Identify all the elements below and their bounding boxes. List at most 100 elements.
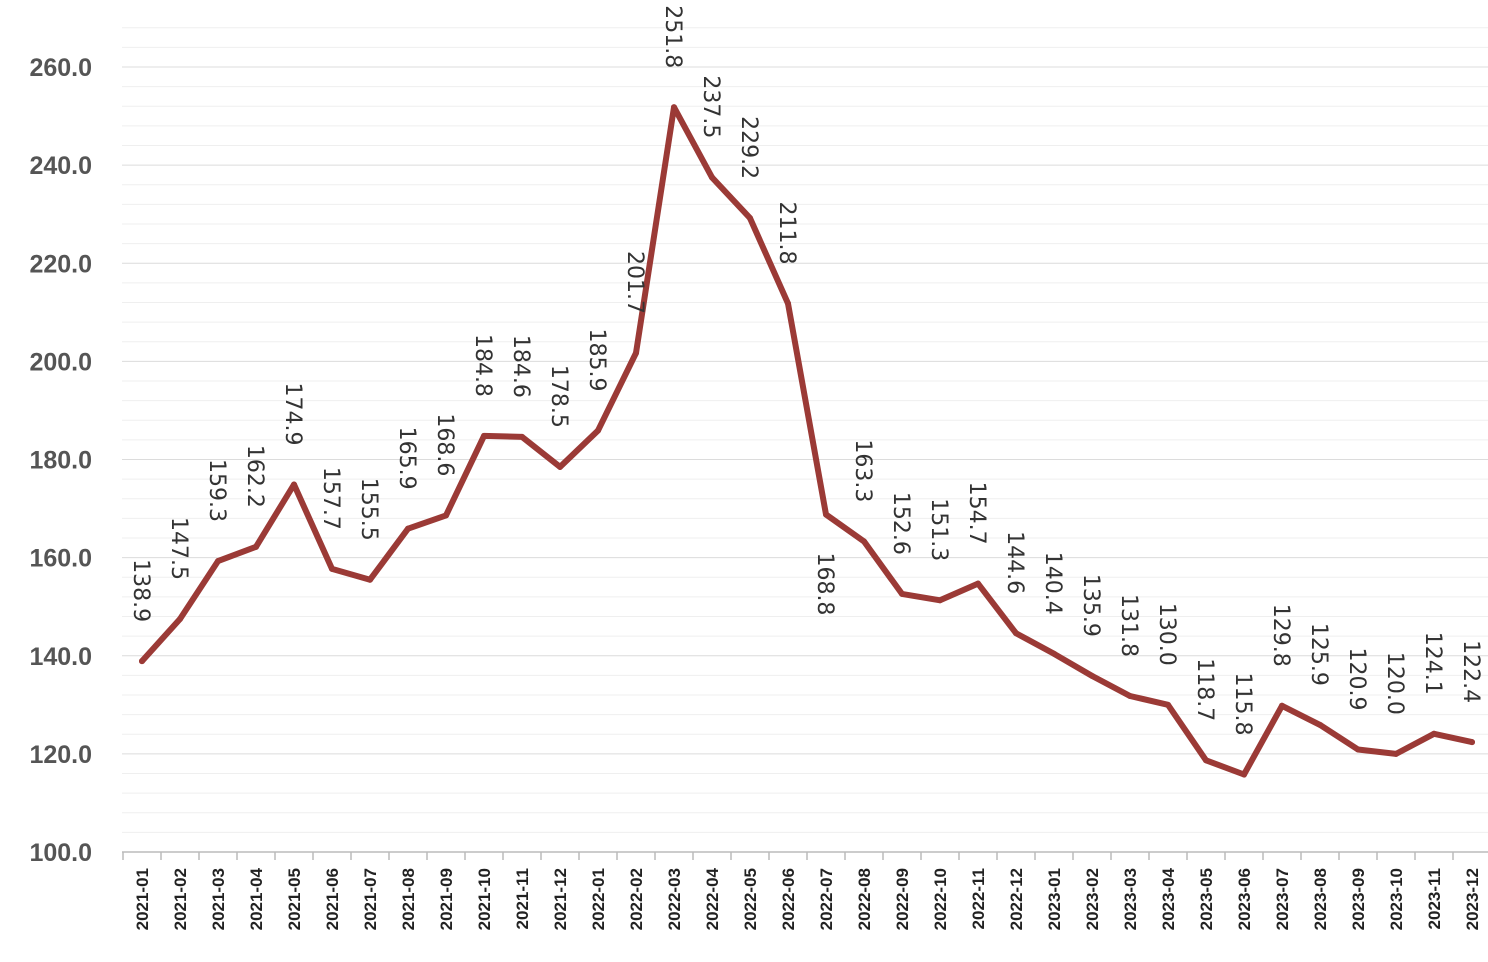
x-tick-label: 2023-10: [1387, 868, 1406, 930]
y-tick-label: 140.0: [29, 643, 92, 671]
x-tick-label: 2023-05: [1197, 868, 1216, 930]
x-tick-label: 2021-11: [513, 868, 532, 929]
data-label: 165.9: [394, 427, 419, 490]
x-tick-label: 2023-03: [1121, 868, 1140, 930]
data-label: 229.2: [736, 116, 761, 179]
data-label: 184.6: [508, 335, 533, 398]
x-tick-label: 2022-11: [969, 868, 988, 929]
data-point: [861, 538, 867, 545]
y-tick-label: 220.0: [29, 250, 92, 278]
series-line-group: [139, 104, 1475, 778]
data-label: 155.5: [356, 478, 381, 541]
data-point: [291, 481, 297, 488]
x-tick-label: 2023-11: [1425, 868, 1444, 929]
x-tick-label: 2022-04: [703, 867, 722, 930]
x-tick-label: 2023-06: [1235, 868, 1254, 930]
data-point: [1127, 692, 1133, 699]
data-label: 144.6: [1002, 531, 1027, 594]
x-tick-label: 2021-12: [551, 868, 570, 930]
series-line: [139, 104, 1475, 778]
gridlines: [122, 27, 1488, 853]
x-tick-label: 2023-12: [1463, 868, 1482, 930]
data-label: 152.6: [888, 492, 913, 555]
data-labels: 138.9 147.5 159.3 162.2 174.9 157.7 155.5 165.9…: [128, 5, 1483, 735]
data-point: [557, 463, 563, 470]
data-point: [405, 525, 411, 532]
x-tick-label: 2022-01: [589, 868, 608, 930]
data-point: [1165, 701, 1171, 708]
data-point: [595, 427, 601, 434]
data-label: 151.3: [926, 498, 951, 561]
data-label: 122.4: [1458, 640, 1483, 703]
x-tick-label: 2022-05: [741, 868, 760, 930]
data-label: 159.3: [204, 459, 229, 522]
data-point: [1241, 771, 1247, 778]
y-tick-label: 120.0: [29, 741, 92, 769]
x-tick-label: 2021-10: [475, 868, 494, 930]
data-label: 124.1: [1420, 632, 1445, 695]
x-tick-label: 2021-06: [323, 868, 342, 930]
data-point: [633, 350, 639, 357]
data-label: 154.7: [964, 482, 989, 545]
data-label: 129.8: [1268, 604, 1293, 667]
data-label: 237.5: [698, 75, 723, 138]
data-point: [1431, 730, 1437, 737]
data-point: [1013, 630, 1019, 637]
data-point: [1317, 721, 1323, 728]
x-tick-label: 2023-07: [1273, 868, 1292, 930]
data-label: 211.8: [774, 201, 799, 264]
data-point: [1051, 650, 1057, 657]
data-point: [519, 433, 525, 440]
data-point: [367, 576, 373, 583]
data-point: [709, 174, 715, 181]
x-tick-label: 2023-01: [1045, 868, 1064, 930]
y-tick-label: 100.0: [29, 839, 92, 867]
x-tick-label: 2022-08: [855, 868, 874, 930]
data-point: [747, 215, 753, 222]
data-label: 178.5: [546, 365, 571, 428]
x-tick-label: 2022-12: [1007, 868, 1026, 930]
data-label: 125.9: [1306, 623, 1331, 686]
x-tick-label: 2021-01: [133, 868, 152, 930]
x-axis: 2021-01 2021-02 2021-03 2021-04 2021-05 2021-…: [122, 851, 1488, 930]
x-tick-label: 2022-07: [817, 868, 836, 930]
x-tick-label: 2022-02: [627, 868, 646, 930]
data-point: [671, 104, 677, 111]
data-point: [1355, 746, 1361, 753]
data-point: [329, 565, 335, 572]
data-point: [481, 432, 487, 439]
x-tick-label: 2021-09: [437, 868, 456, 930]
data-point: [1203, 757, 1209, 764]
x-tick-label: 2021-03: [209, 868, 228, 930]
data-point: [215, 558, 221, 565]
data-point: [823, 511, 829, 518]
x-tick-label: 2023-08: [1311, 868, 1330, 930]
data-point: [1393, 750, 1399, 757]
y-axis: 100.0 120.0 140.0 160.0 180.0 200.0 220.0 240.0…: [29, 54, 92, 867]
data-label: 184.8: [470, 334, 495, 397]
data-label: 115.8: [1230, 672, 1255, 735]
data-label: 120.9: [1344, 647, 1369, 710]
data-label: 162.2: [242, 445, 267, 508]
y-tick-label: 160.0: [29, 545, 92, 573]
data-point: [975, 580, 981, 587]
data-label: 147.5: [166, 517, 191, 580]
x-tick-label: 2021-08: [399, 868, 418, 930]
x-tick-label: 2022-09: [893, 868, 912, 930]
y-tick-label: 260.0: [29, 54, 92, 82]
data-point: [1089, 672, 1095, 679]
data-label: 131.8: [1116, 594, 1141, 657]
data-point: [443, 512, 449, 519]
x-tick-label: 2021-07: [361, 868, 380, 930]
data-point: [177, 615, 183, 622]
x-tick-label: 2023-02: [1083, 868, 1102, 930]
data-label: 168.8: [812, 552, 837, 615]
y-tick-label: 200.0: [29, 348, 92, 376]
x-tick-label: 2021-04: [247, 867, 266, 930]
data-point: [253, 543, 259, 550]
data-point: [785, 300, 791, 307]
x-tick-label: 2022-03: [665, 868, 684, 930]
y-tick-label: 240.0: [29, 152, 92, 180]
data-label: 185.9: [584, 329, 609, 392]
